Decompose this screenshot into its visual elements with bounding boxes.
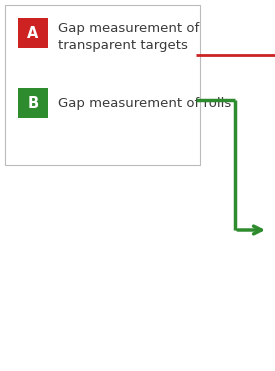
Bar	[5, 5, 200, 165]
Bar	[18, 18, 48, 48]
Bar	[18, 88, 48, 118]
Text: A: A	[27, 26, 39, 40]
Text: B: B	[28, 95, 38, 111]
Text: Gap measurement of rolls: Gap measurement of rolls	[58, 96, 231, 109]
Text: Gap measurement of: Gap measurement of	[58, 22, 199, 35]
Text: transparent targets: transparent targets	[58, 39, 188, 52]
